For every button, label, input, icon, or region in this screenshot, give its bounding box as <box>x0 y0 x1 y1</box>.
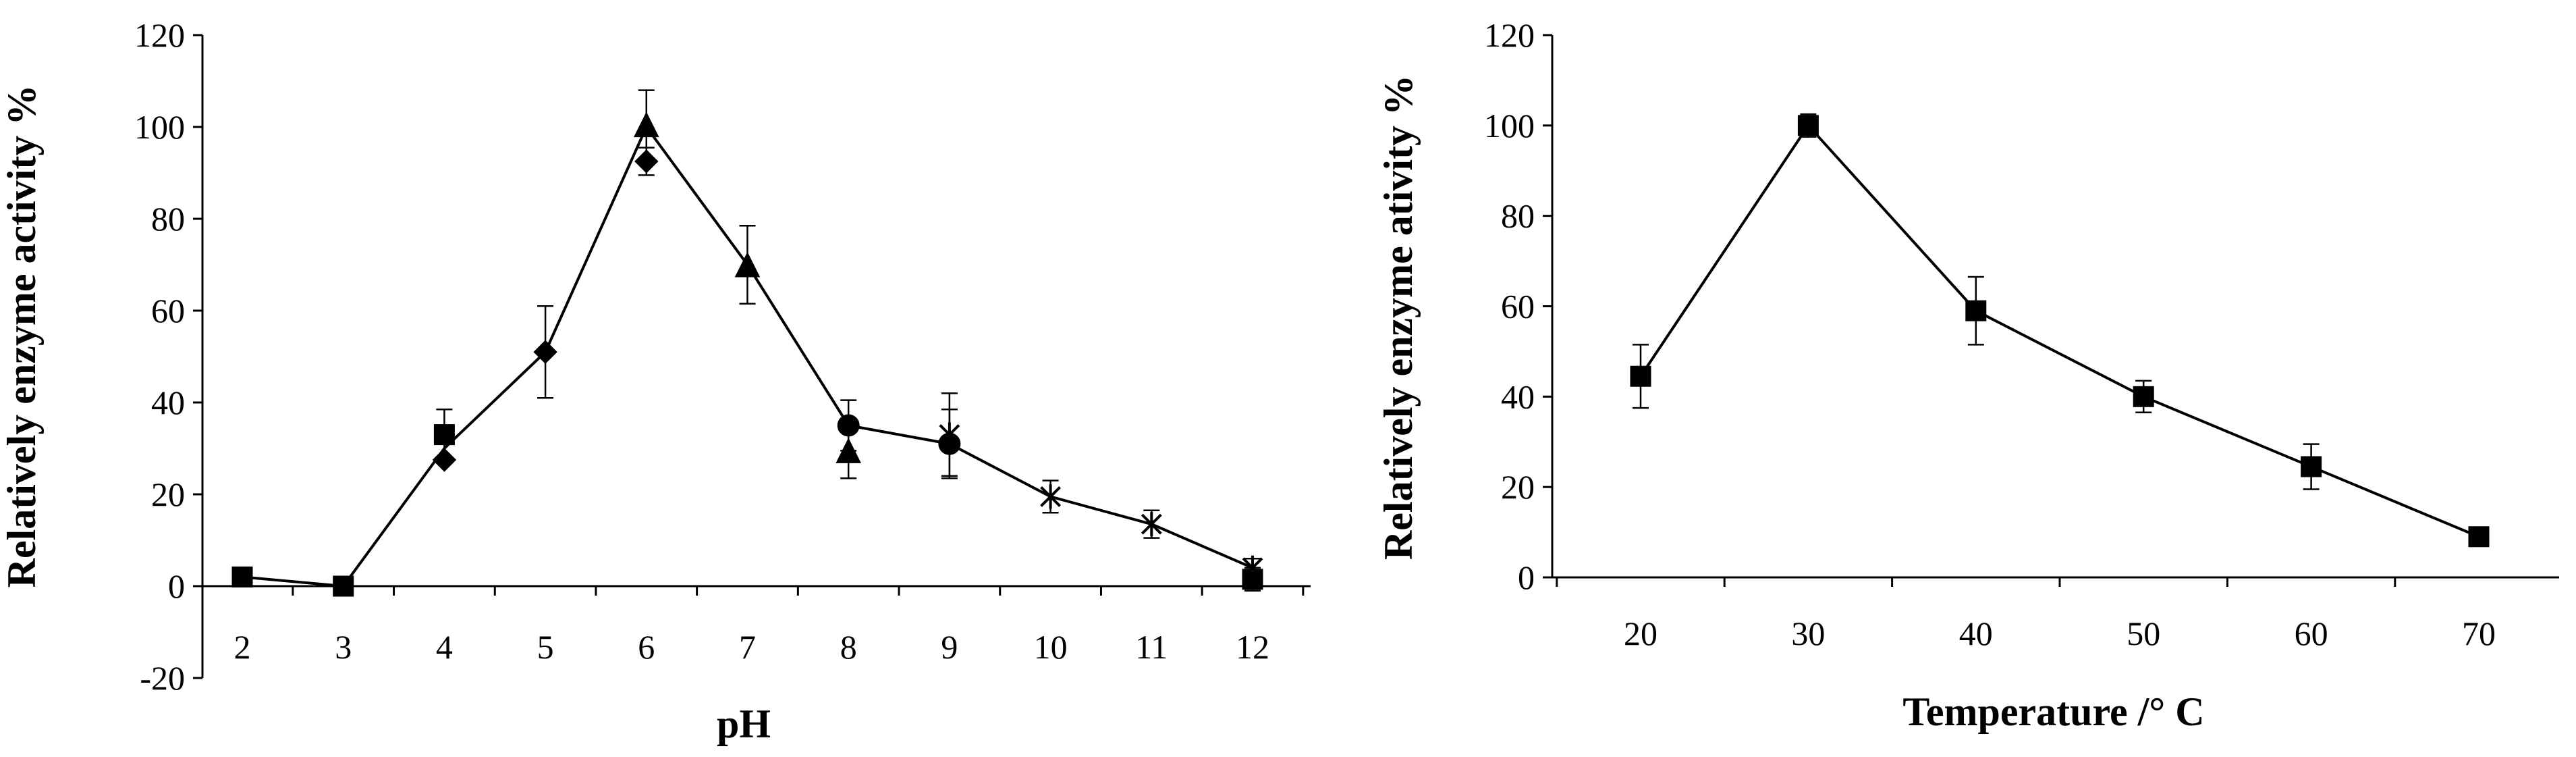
ph-x-axis-title: pH <box>717 702 771 746</box>
temperature-x-tick-label: 60 <box>2295 615 2328 652</box>
temperature-series-line <box>1639 123 2479 538</box>
ph-x-tick-label: 6 <box>638 628 655 666</box>
ph-y-axis-title: Relatively enzyme activity % <box>0 85 44 588</box>
ph-x-tick-label: 10 <box>1034 628 1068 666</box>
temperature-data-point-square <box>1797 115 1819 136</box>
ph-data-point-cross <box>1040 484 1062 509</box>
ph-data-point-circle <box>837 414 860 437</box>
ph-data-point-triangle <box>633 111 659 138</box>
temperature-y-tick-label: 40 <box>1501 377 1535 415</box>
ph-x-tick-label: 5 <box>537 628 554 666</box>
ph-data-point-square <box>433 424 455 446</box>
temperature-y-tick-label: 20 <box>1501 468 1535 506</box>
ph-data-point-square <box>231 566 253 588</box>
temperature-y-axis-title: Relatively enzyme ativity % <box>1376 75 1421 560</box>
temperature-data-point-square <box>2468 526 2490 548</box>
temperature-data-point-square <box>2133 386 2154 407</box>
ph-data-point-diamond <box>533 340 557 364</box>
temperature-y-tick-label: 80 <box>1501 197 1535 235</box>
temperature-data-point-square <box>2301 456 2322 477</box>
ph-y-tick-label: 100 <box>134 108 185 146</box>
temperature-y-tick-label: 60 <box>1501 288 1535 325</box>
temperature-y-tick-label: 100 <box>1484 107 1535 145</box>
ph-x-tick-label: 8 <box>840 628 857 666</box>
temperature-x-tick-label: 40 <box>1959 615 1993 652</box>
ph-activity-chart: pH Relatively enzyme activity % -20 0 20 40… <box>0 16 1311 746</box>
ph-x-tick-label: 4 <box>436 628 453 666</box>
temperature-x-tick-label: 20 <box>1624 615 1657 652</box>
ph-x-tick-label: 9 <box>941 628 958 666</box>
ph-y-tick-label: 80 <box>151 200 185 238</box>
ph-x-tick-label: 11 <box>1135 628 1168 666</box>
temperature-data-point-square <box>1965 300 1987 321</box>
ph-x-tick-label: 12 <box>1236 628 1269 666</box>
ph-series-line <box>242 124 1253 588</box>
ph-y-tick-label: 0 <box>168 567 185 605</box>
ph-x-tick-label: 7 <box>739 628 756 666</box>
ph-y-tick-label: 120 <box>134 16 185 54</box>
ph-y-tick-label: 40 <box>151 384 185 421</box>
ph-y-tick-label: 60 <box>151 292 185 330</box>
ph-data-point-triangle <box>734 251 761 278</box>
temperature-x-tick-label: 30 <box>1791 615 1825 652</box>
temperature-x-axis-title: Temperature /° C <box>1902 689 2204 734</box>
ph-data-point-diamond <box>432 448 457 472</box>
ph-data-point-square <box>333 575 354 597</box>
temperature-data-point-square <box>1630 365 1651 387</box>
ph-data-point-diamond <box>634 149 659 174</box>
ph-data-point-square <box>1242 569 1263 590</box>
ph-y-tick-label: -20 <box>140 659 185 697</box>
ph-x-tick-label: 3 <box>335 628 352 666</box>
ph-data-point-cross <box>1141 512 1162 537</box>
temperature-y-tick-label: 0 <box>1518 558 1535 596</box>
ph-x-tick-label: 2 <box>234 628 251 666</box>
temperature-x-tick-label: 50 <box>2127 615 2160 652</box>
temperature-x-tick-label: 70 <box>2462 615 2496 652</box>
ph-y-tick-label: 20 <box>151 475 185 513</box>
temperature-y-tick-label: 120 <box>1484 16 1535 54</box>
temperature-activity-chart: Temperature /° C Relatively enzyme ativi… <box>1376 16 2559 734</box>
ph-data-point-cross <box>939 422 960 447</box>
